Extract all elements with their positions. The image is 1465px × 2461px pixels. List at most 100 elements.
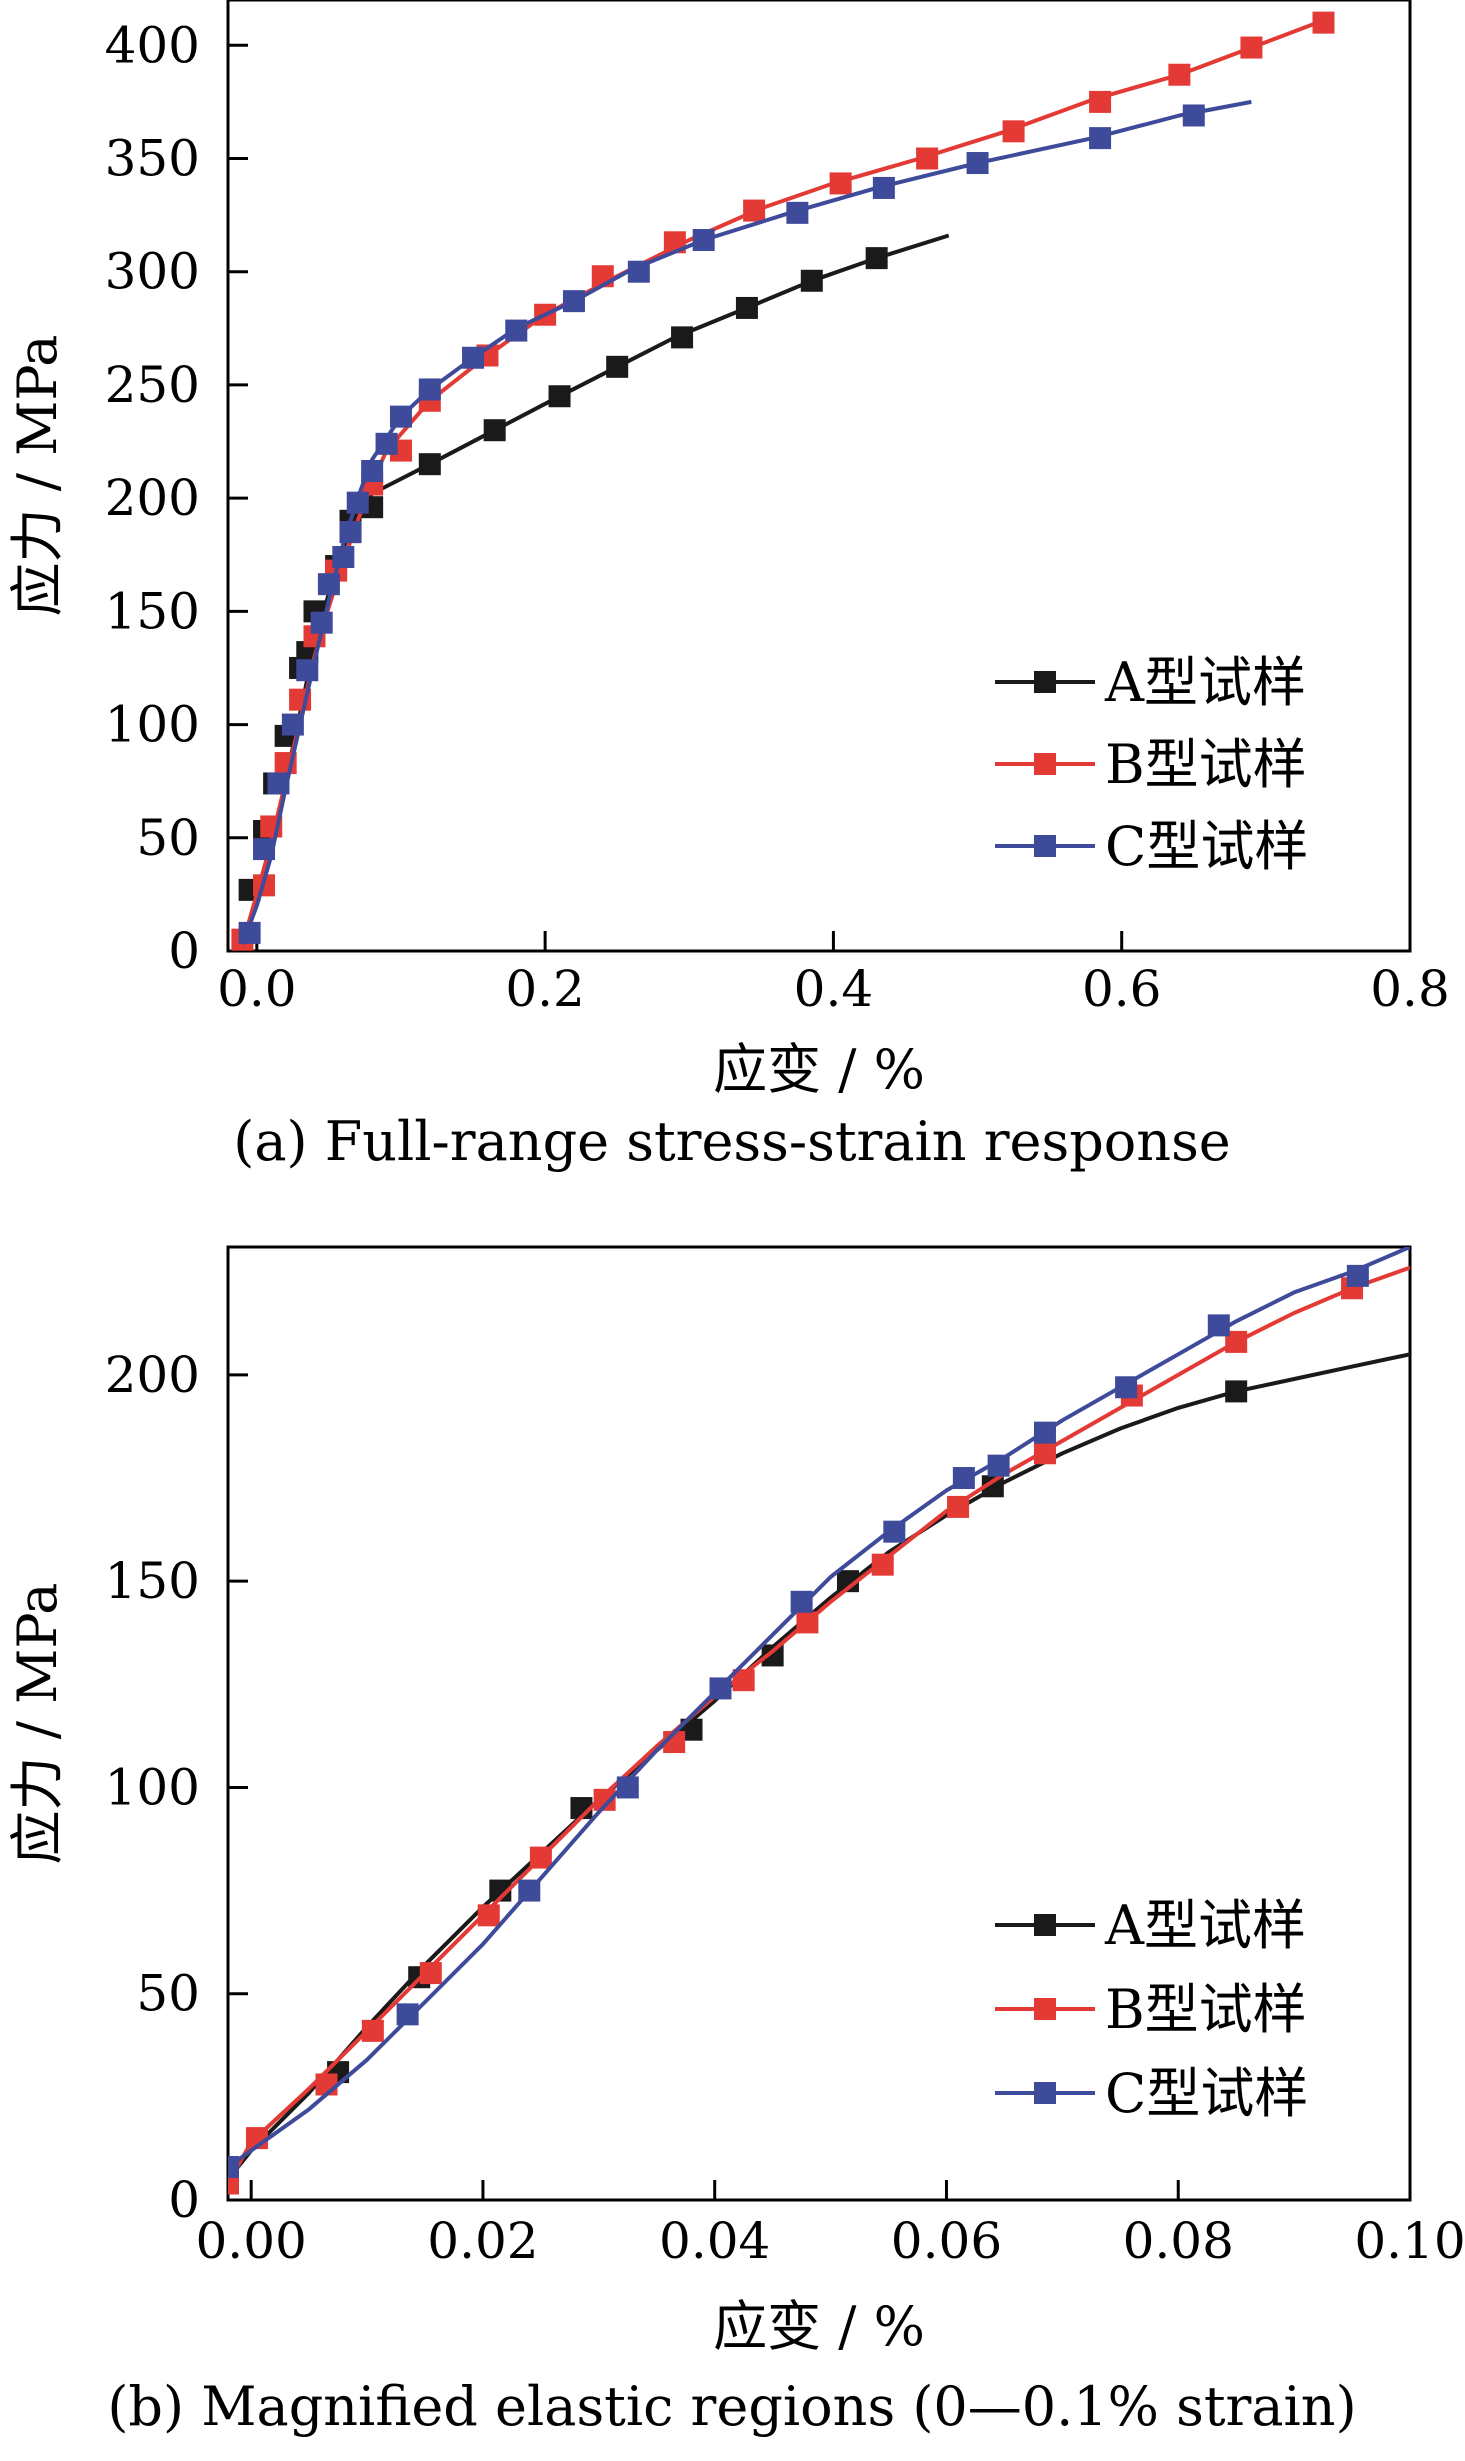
series-marker-2 bbox=[1225, 1330, 1248, 1353]
series-marker-1 bbox=[981, 1475, 1004, 1498]
series-marker-3 bbox=[709, 1677, 732, 1700]
x-tick-label: 0.04 bbox=[659, 2212, 770, 2270]
series-marker-1 bbox=[865, 247, 888, 270]
series-marker-2 bbox=[829, 172, 852, 195]
series-marker-1 bbox=[489, 1879, 512, 1902]
legend-label: A型试样 bbox=[1104, 651, 1306, 714]
series-marker-2 bbox=[593, 1788, 616, 1811]
series-marker-3 bbox=[228, 2155, 239, 2178]
y-tick-label: 0 bbox=[168, 2171, 200, 2229]
series-marker-1 bbox=[761, 1644, 784, 1667]
series-marker-2 bbox=[732, 1669, 755, 1692]
series-marker-3 bbox=[317, 573, 340, 596]
series-marker-3 bbox=[281, 713, 304, 736]
series-marker-3 bbox=[389, 405, 412, 428]
legend-marker bbox=[1034, 671, 1056, 693]
x-tick-label: 0.8 bbox=[1370, 960, 1450, 1018]
legend-marker bbox=[1034, 753, 1056, 775]
series-marker-2 bbox=[947, 1495, 970, 1518]
series-marker-2 bbox=[871, 1553, 894, 1576]
y-tick-label: 150 bbox=[105, 582, 200, 640]
series-marker-3 bbox=[1089, 127, 1112, 150]
legend-label: C型试样 bbox=[1105, 815, 1308, 878]
y-tick-label: 50 bbox=[136, 809, 200, 867]
series-marker-3 bbox=[883, 1520, 906, 1543]
series-marker-3 bbox=[1207, 1314, 1230, 1337]
y-axis-label: 应力 / MPa bbox=[6, 335, 69, 617]
y-tick-label: 250 bbox=[105, 356, 200, 414]
series-marker-3 bbox=[1115, 1376, 1138, 1399]
legend-marker bbox=[1034, 2082, 1056, 2104]
series-marker-2 bbox=[419, 1962, 442, 1985]
series-marker-1 bbox=[671, 326, 694, 349]
series-marker-1 bbox=[548, 385, 571, 408]
y-tick-label: 0 bbox=[168, 922, 200, 980]
series-marker-1 bbox=[418, 453, 441, 476]
series-marker-3 bbox=[872, 176, 895, 199]
y-tick-label: 300 bbox=[105, 243, 200, 301]
series-marker-3 bbox=[562, 290, 585, 313]
x-tick-label: 0.6 bbox=[1082, 960, 1162, 1018]
series-marker-3 bbox=[966, 152, 989, 175]
series-marker-2 bbox=[477, 1904, 500, 1927]
y-tick-label: 100 bbox=[105, 1758, 200, 1816]
legend-label: B型试样 bbox=[1105, 733, 1307, 796]
series-marker-3 bbox=[267, 772, 290, 795]
series-group bbox=[231, 11, 1335, 951]
x-tick-label: 0.10 bbox=[1354, 2212, 1465, 2270]
series-marker-3 bbox=[518, 1879, 541, 1902]
series-marker-1 bbox=[800, 269, 823, 292]
legend: A型试样 B型试样 C型试样 bbox=[995, 1894, 1308, 2125]
series-marker-3 bbox=[987, 1454, 1010, 1477]
legend: A型试样 B型试样 C型试样 bbox=[995, 651, 1308, 878]
panel-caption: (a) Full-range stress-strain response bbox=[233, 1110, 1231, 1173]
panel-a-stress-strain-full-range: 0.0 0.2 0.4 0.6 0.8 0 50 100 150 200 250 300 350 400 应… bbox=[6, 0, 1450, 1173]
series-marker-3 bbox=[296, 659, 319, 682]
series-marker-3 bbox=[1182, 104, 1205, 127]
series-marker-2 bbox=[743, 199, 766, 222]
series-marker-1 bbox=[483, 419, 506, 442]
series-marker-1 bbox=[680, 1718, 703, 1741]
y-tick-label: 400 bbox=[105, 16, 200, 74]
x-tick-label: 0.2 bbox=[505, 960, 585, 1018]
series-marker-3 bbox=[692, 229, 715, 252]
series-marker-3 bbox=[627, 260, 650, 283]
series-marker-1 bbox=[836, 1570, 859, 1593]
series-marker-2 bbox=[529, 1846, 552, 1869]
series-marker-3 bbox=[375, 432, 398, 455]
x-tick-label: 0.4 bbox=[794, 960, 874, 1018]
series-marker-3 bbox=[238, 921, 261, 944]
series-marker-3 bbox=[396, 2003, 419, 2026]
y-tick-label: 350 bbox=[105, 130, 200, 188]
series-marker-1 bbox=[1225, 1380, 1248, 1403]
y-tick-label: 50 bbox=[136, 1965, 200, 2023]
series-marker-3 bbox=[346, 491, 369, 514]
series-marker-3 bbox=[1346, 1264, 1369, 1287]
series-marker-3 bbox=[786, 201, 809, 224]
series-marker-3 bbox=[462, 346, 485, 369]
legend-label: B型试样 bbox=[1105, 1978, 1307, 2041]
series-marker-2 bbox=[228, 2172, 239, 2195]
y-tick-label: 150 bbox=[105, 1552, 200, 1610]
y-tick-label: 100 bbox=[105, 696, 200, 754]
series-marker-3 bbox=[790, 1590, 813, 1613]
x-tick-label: 0.0 bbox=[217, 960, 297, 1018]
legend-marker bbox=[1034, 835, 1056, 857]
x-tick-label: 0.00 bbox=[196, 2212, 307, 2270]
plot-frame bbox=[226, 1245, 1412, 2202]
series-marker-2 bbox=[1168, 63, 1191, 86]
x-tick-label: 0.08 bbox=[1123, 2212, 1234, 2270]
x-tick-label: 0.06 bbox=[891, 2212, 1002, 2270]
series-marker-3 bbox=[418, 378, 441, 401]
legend-marker bbox=[1034, 1998, 1056, 2020]
series-marker-2 bbox=[1089, 90, 1112, 113]
series-marker-2 bbox=[361, 2019, 384, 2042]
series-marker-3 bbox=[952, 1467, 975, 1490]
plot-frame bbox=[226, 0, 1412, 953]
series-marker-3 bbox=[361, 459, 384, 482]
series-marker-2 bbox=[916, 147, 939, 170]
x-axis-label: 应变 / % bbox=[713, 2295, 925, 2358]
x-axis-label: 应变 / % bbox=[713, 1038, 925, 1101]
series-marker-3 bbox=[332, 546, 355, 569]
